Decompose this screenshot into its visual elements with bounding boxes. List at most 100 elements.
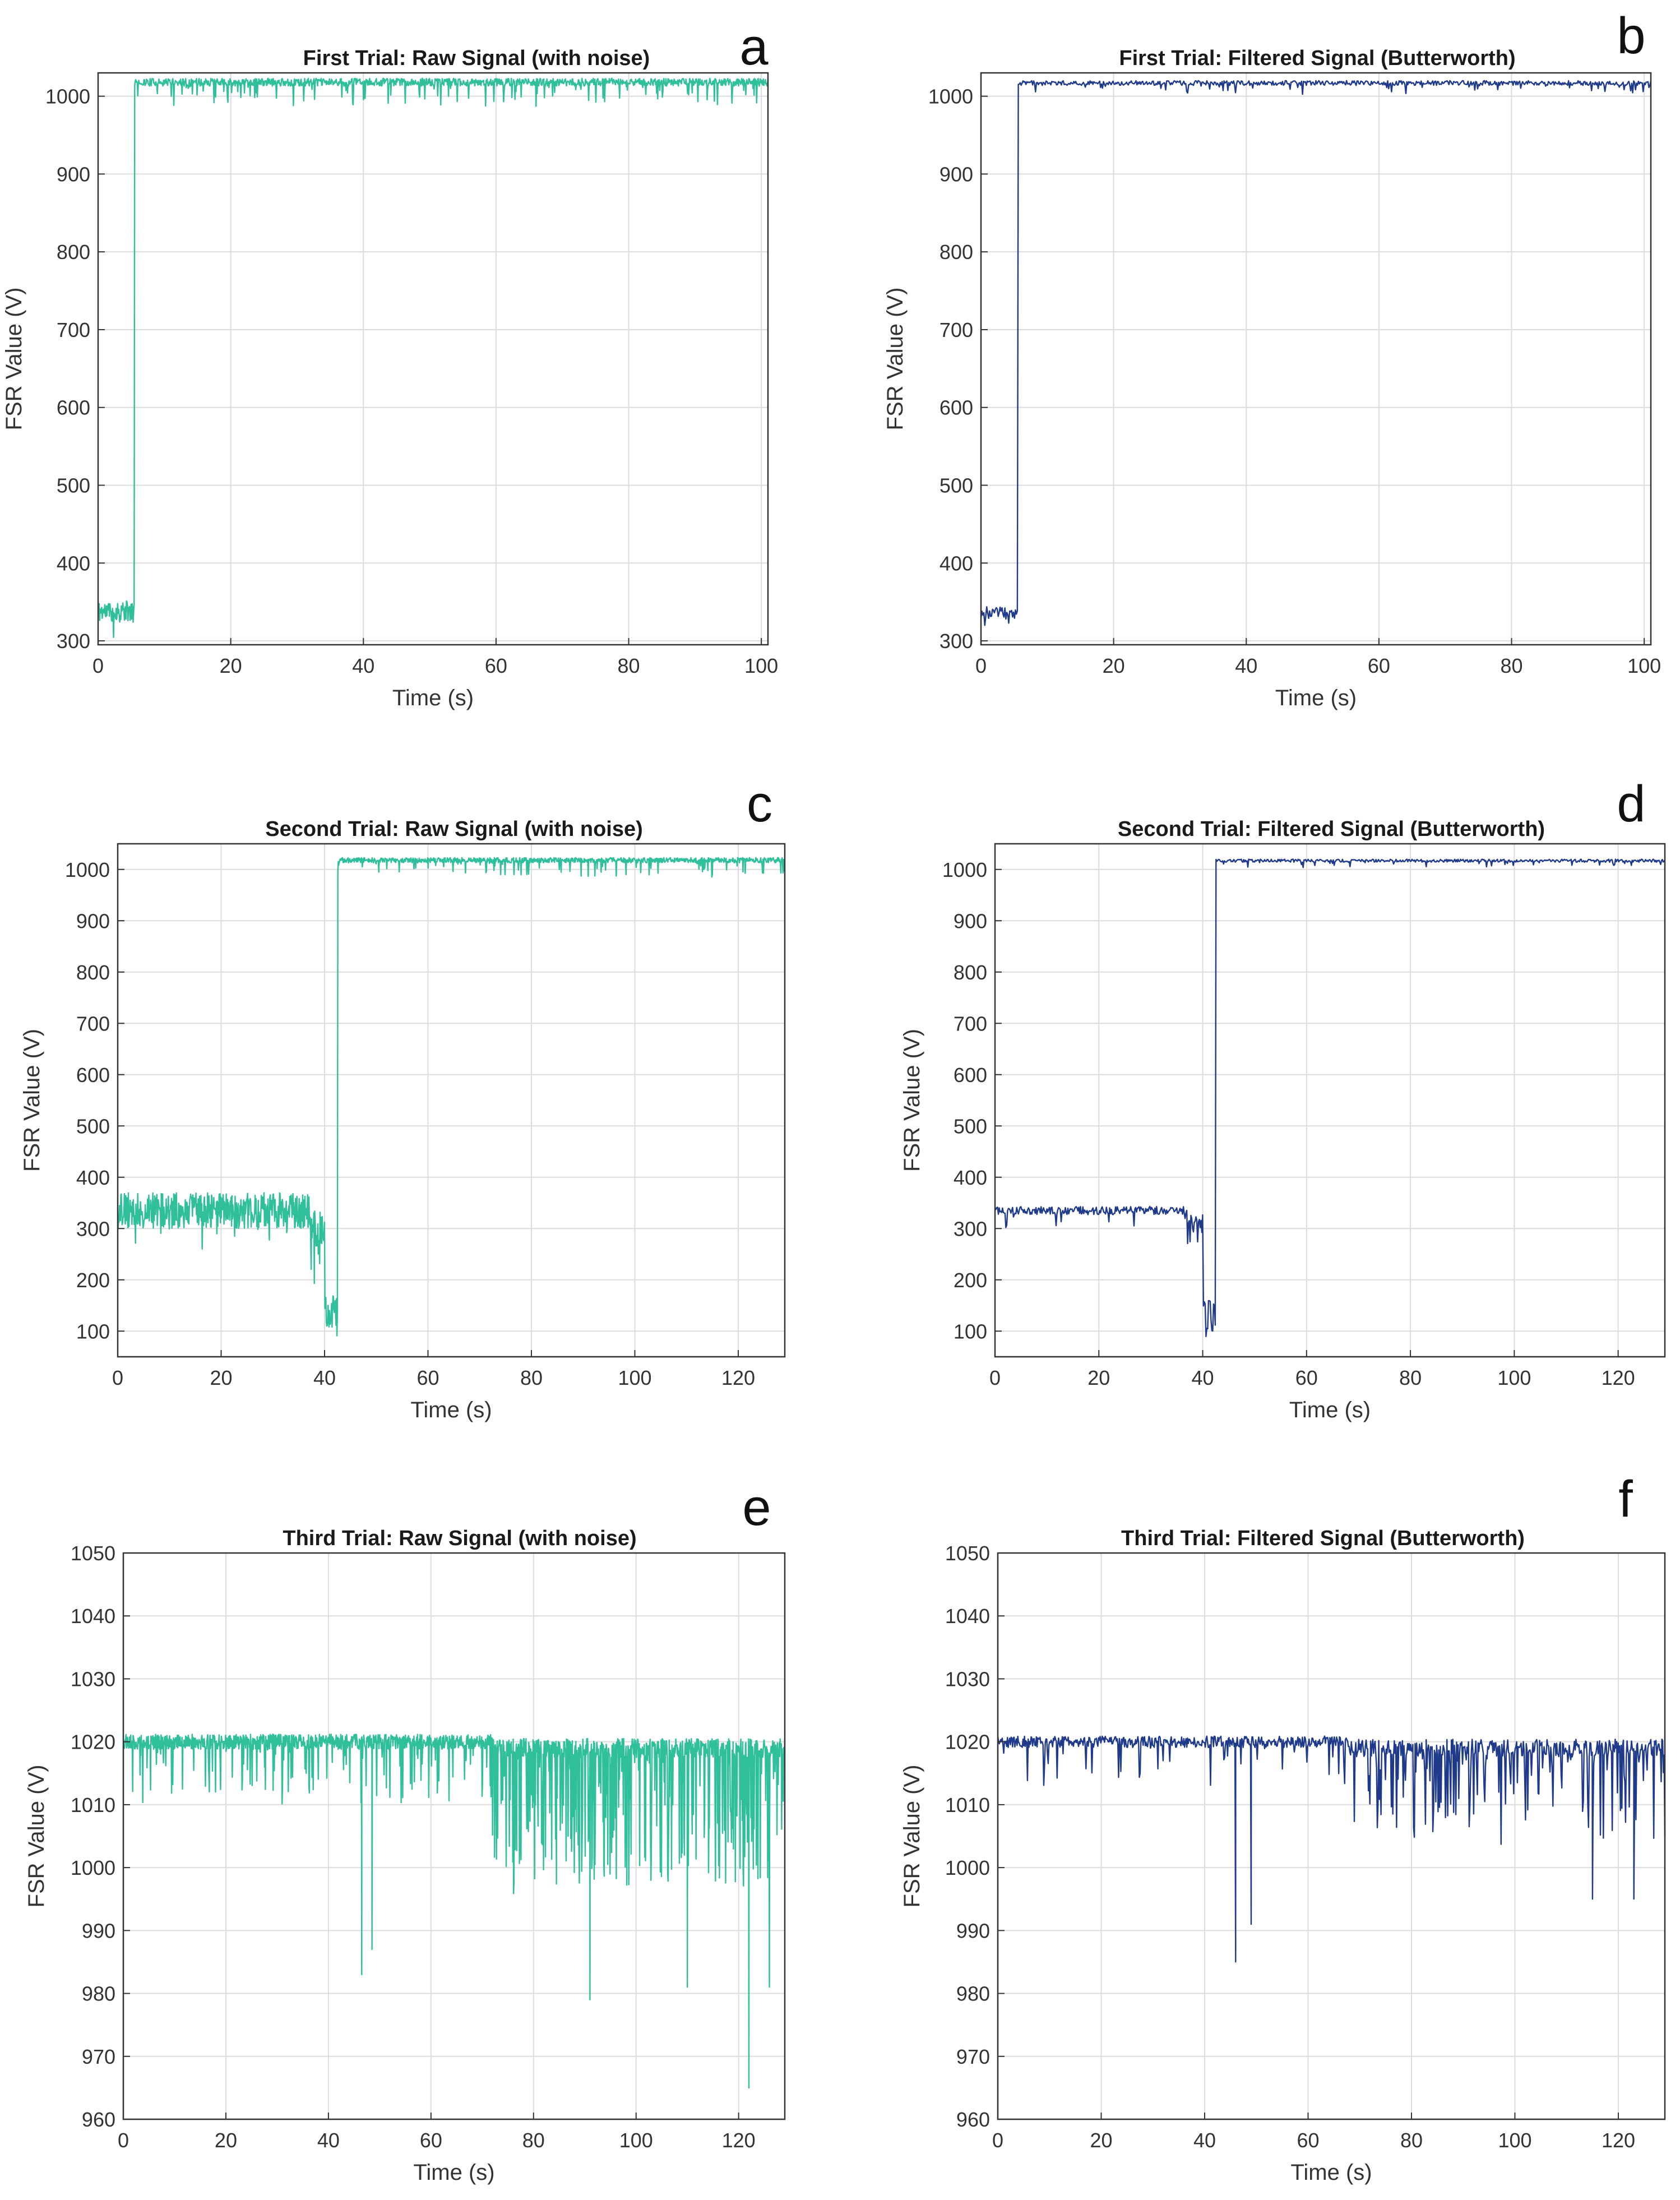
series-line bbox=[117, 857, 786, 1337]
y-tick-label: 700 bbox=[939, 318, 973, 341]
y-axis-label: FSR Value (V) bbox=[883, 288, 908, 431]
x-tick-label: 0 bbox=[989, 1366, 1001, 1389]
x-tick-label: 120 bbox=[1602, 1366, 1635, 1389]
x-tick-label: 100 bbox=[1497, 1366, 1531, 1389]
x-tick-label: 100 bbox=[1627, 654, 1661, 677]
panel-b: 0 20 40 60 80 100 300 400 500 600 700 800 900 1000 Fir… bbox=[883, 7, 1661, 710]
x-tick-label: 120 bbox=[721, 1366, 755, 1389]
y-tick-label: 1000 bbox=[65, 858, 110, 881]
x-tick-label: 100 bbox=[1498, 2129, 1531, 2152]
x-tick-label: 0 bbox=[92, 654, 104, 677]
x-tick-label: 40 bbox=[1193, 2129, 1216, 2152]
x-tick-label: 20 bbox=[1090, 2129, 1112, 2152]
y-tick-label: 500 bbox=[939, 474, 973, 497]
x-tick-label: 120 bbox=[722, 2129, 756, 2152]
panel-letter: b bbox=[1617, 7, 1645, 64]
x-tick-label: 60 bbox=[1295, 1366, 1318, 1389]
x-tick-label: 40 bbox=[313, 1366, 336, 1389]
x-tick-label: 60 bbox=[1368, 654, 1390, 677]
axes-frame bbox=[97, 72, 769, 646]
panel-letter: e bbox=[742, 1479, 771, 1536]
y-tick-label: 500 bbox=[57, 474, 90, 497]
y-tick-label: 1040 bbox=[71, 1605, 115, 1628]
y-axis-label: FSR Value (V) bbox=[24, 1765, 49, 1908]
y-tick-label: 800 bbox=[57, 241, 90, 264]
x-tick-label: 0 bbox=[992, 2129, 1003, 2152]
x-tick-label: 60 bbox=[420, 2129, 442, 2152]
plot-area bbox=[981, 73, 1651, 645]
panel-d: 0 20 40 60 80 100 120 100 200 300 400 500 600 700 800 9… bbox=[900, 775, 1666, 1422]
y-axis-label: FSR Value (V) bbox=[900, 1765, 924, 1908]
plot-area bbox=[123, 1553, 785, 2119]
y-tick-label: 900 bbox=[57, 163, 90, 186]
chart-title: First Trial: Filtered Signal (Butterwort… bbox=[1119, 47, 1515, 70]
axes-frame bbox=[994, 843, 1666, 1358]
y-tick-label: 600 bbox=[57, 396, 90, 419]
x-tick-label: 60 bbox=[416, 1366, 439, 1389]
series-line bbox=[997, 1735, 1666, 1963]
x-axis-label: Time (s) bbox=[413, 2160, 494, 2185]
y-tick-label: 100 bbox=[76, 1320, 110, 1343]
x-tick-label: 80 bbox=[1400, 2129, 1423, 2152]
x-tick-label: 60 bbox=[1297, 2129, 1319, 2152]
chart-title: Third Trial: Raw Signal (with noise) bbox=[283, 1527, 636, 1550]
panel-a: 0 20 40 60 80 100 300 400 500 600 700 800 900 1000 Fir… bbox=[2, 19, 778, 710]
axes-frame bbox=[122, 1552, 786, 2120]
panel-f: 0 20 40 60 80 100 120 960 970 980 990 1000 1010 1020 1… bbox=[900, 1471, 1666, 2185]
x-tick-label: 100 bbox=[619, 2129, 653, 2152]
x-tick-label: 40 bbox=[1235, 654, 1257, 677]
x-axis-label: Time (s) bbox=[1289, 1398, 1371, 1422]
y-tick-label: 600 bbox=[939, 396, 973, 419]
y-tick-label: 1000 bbox=[928, 85, 973, 108]
y-tick-label: 1000 bbox=[71, 1856, 115, 1879]
y-tick-label: 500 bbox=[76, 1115, 110, 1138]
y-tick-label: 200 bbox=[76, 1269, 110, 1292]
y-tick-label: 990 bbox=[82, 1919, 115, 1942]
y-tick-label: 970 bbox=[82, 2045, 115, 2068]
panel-letter: c bbox=[747, 775, 772, 833]
series-line bbox=[994, 858, 1665, 1337]
y-tick-label: 970 bbox=[956, 2045, 990, 2068]
series-line bbox=[123, 1734, 786, 2089]
x-axis-label: Time (s) bbox=[1290, 2160, 1372, 2185]
x-tick-label: 80 bbox=[1399, 1366, 1422, 1389]
y-tick-label: 100 bbox=[954, 1320, 987, 1343]
series-line bbox=[980, 80, 1652, 626]
y-tick-label: 800 bbox=[939, 241, 973, 264]
x-axis-label: Time (s) bbox=[410, 1398, 492, 1422]
chart-title: Second Trial: Raw Signal (with noise) bbox=[265, 817, 643, 841]
x-tick-label: 60 bbox=[485, 654, 507, 677]
plot-area bbox=[995, 844, 1665, 1357]
y-tick-label: 300 bbox=[939, 630, 973, 653]
y-axis-label: FSR Value (V) bbox=[900, 1029, 924, 1172]
y-tick-label: 300 bbox=[76, 1217, 110, 1240]
y-axis-label: FSR Value (V) bbox=[2, 288, 26, 431]
y-tick-label: 1030 bbox=[945, 1667, 990, 1690]
x-tick-label: 80 bbox=[1501, 654, 1523, 677]
plot-area bbox=[98, 73, 768, 645]
y-tick-label: 1050 bbox=[945, 1542, 990, 1565]
series-line bbox=[97, 77, 769, 638]
y-tick-label: 800 bbox=[954, 961, 987, 984]
y-tick-label: 700 bbox=[954, 1012, 987, 1035]
x-tick-label: 20 bbox=[220, 654, 242, 677]
y-tick-label: 960 bbox=[956, 2108, 990, 2131]
x-tick-label: 0 bbox=[112, 1366, 123, 1389]
y-tick-label: 1010 bbox=[945, 1794, 990, 1817]
plot-area bbox=[118, 844, 785, 1357]
x-tick-label: 20 bbox=[1103, 654, 1125, 677]
x-tick-label: 80 bbox=[522, 2129, 545, 2152]
y-tick-label: 900 bbox=[954, 909, 987, 932]
chart-title: Second Trial: Filtered Signal (Butterwor… bbox=[1118, 817, 1545, 841]
x-tick-label: 20 bbox=[210, 1366, 232, 1389]
x-tick-label: 80 bbox=[618, 654, 640, 677]
y-tick-label: 300 bbox=[954, 1217, 987, 1240]
x-tick-label: 20 bbox=[215, 2129, 237, 2152]
y-tick-label: 1020 bbox=[71, 1731, 115, 1754]
x-tick-label: 80 bbox=[520, 1366, 543, 1389]
y-tick-label: 200 bbox=[954, 1269, 987, 1292]
x-tick-label: 40 bbox=[317, 2129, 340, 2152]
plot-area bbox=[998, 1553, 1665, 2119]
chart-title: Third Trial: Filtered Signal (Butterwort… bbox=[1121, 1527, 1525, 1550]
